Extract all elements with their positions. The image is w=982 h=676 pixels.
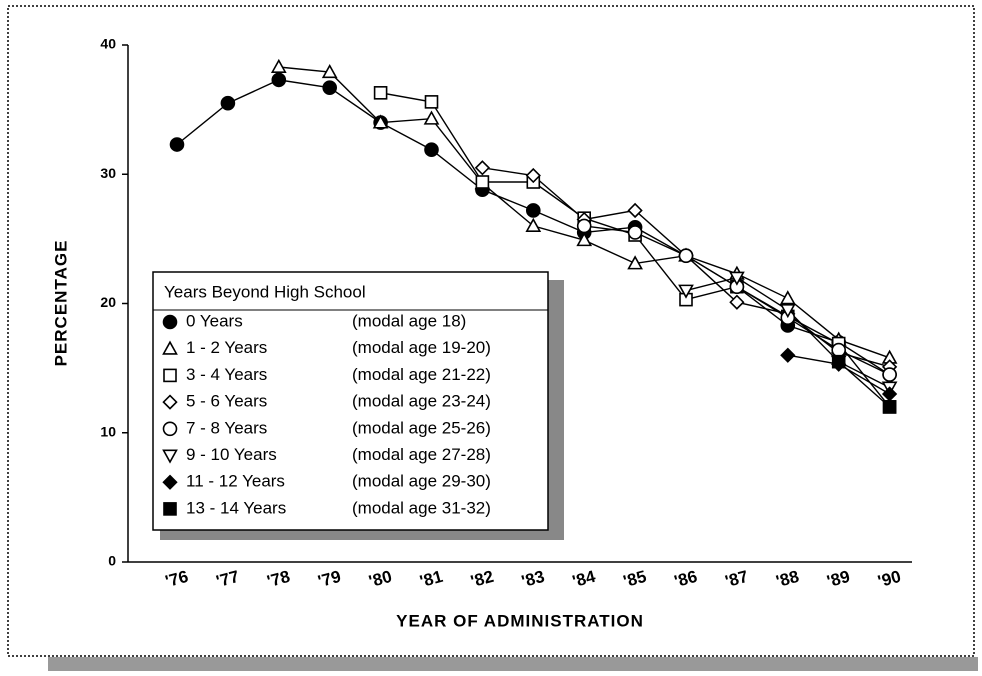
legend-symbol bbox=[162, 314, 178, 330]
legend-note: (modal age 23-24) bbox=[352, 392, 491, 411]
point bbox=[831, 354, 846, 369]
point bbox=[220, 95, 236, 111]
point bbox=[474, 160, 491, 176]
point bbox=[372, 114, 389, 129]
point bbox=[882, 400, 897, 414]
point bbox=[627, 255, 643, 270]
x-tick-label: '76 bbox=[163, 567, 190, 591]
x-tick-label: '87 bbox=[723, 567, 750, 591]
y-tick-label: 10 bbox=[100, 423, 116, 439]
point bbox=[779, 290, 796, 305]
legend-note: (modal age 27-28) bbox=[352, 445, 491, 464]
x-tick-label: '80 bbox=[367, 567, 394, 591]
y-tick-label: 0 bbox=[108, 553, 116, 569]
legend-note: (modal age 31-32) bbox=[352, 498, 491, 517]
legend-symbol bbox=[162, 394, 178, 410]
point bbox=[424, 142, 439, 157]
x-tick-label: '77 bbox=[214, 567, 241, 591]
point bbox=[779, 303, 796, 319]
x-tick-label: '86 bbox=[672, 567, 699, 591]
legend-symbol bbox=[162, 340, 178, 355]
point bbox=[271, 72, 287, 88]
legend-note: (modal age 25-26) bbox=[352, 418, 491, 437]
legend-symbol bbox=[162, 474, 178, 490]
point bbox=[423, 110, 440, 125]
x-tick-label: '88 bbox=[774, 567, 801, 591]
legend-note: (modal age 29-30) bbox=[352, 472, 491, 491]
legend-box bbox=[152, 271, 549, 531]
point bbox=[525, 217, 542, 232]
legend-label: 11 - 12 Years bbox=[186, 472, 285, 491]
x-tick-label: '84 bbox=[570, 567, 598, 591]
x-tick-label: '89 bbox=[825, 567, 852, 591]
legend-title: Years Beyond High School bbox=[164, 282, 366, 301]
point bbox=[881, 386, 898, 402]
x-axis-title: YEAR OF ADMINISTRATION bbox=[396, 611, 644, 630]
legend-label: 9 - 10 Years bbox=[186, 445, 277, 464]
legend-label: 1 - 2 Years bbox=[186, 338, 267, 357]
point bbox=[831, 342, 847, 358]
y-tick-label: 20 bbox=[100, 294, 116, 310]
legend: 0 Years (modal age 18) 1 - 2 Years (modal a… bbox=[162, 311, 491, 517]
y-axis-title: PERCENTAGE bbox=[51, 240, 70, 367]
legend-note: (modal age 18) bbox=[352, 311, 466, 330]
legend-note: (modal age 21-22) bbox=[352, 365, 491, 384]
legend-label: 7 - 8 Years bbox=[186, 418, 267, 437]
legend-label: 5 - 6 Years bbox=[186, 392, 267, 411]
point bbox=[270, 58, 287, 73]
point bbox=[882, 367, 897, 382]
point bbox=[627, 225, 643, 240]
x-tick-label: '85 bbox=[621, 567, 648, 591]
point bbox=[525, 203, 541, 218]
legend-symbol bbox=[162, 449, 178, 464]
point bbox=[576, 218, 592, 234]
x-tick-label: '90 bbox=[876, 567, 903, 591]
point bbox=[678, 284, 694, 299]
point bbox=[678, 248, 694, 263]
series-line bbox=[838, 361, 891, 408]
point bbox=[169, 137, 185, 152]
x-tick-label: '82 bbox=[469, 567, 496, 591]
x-tick-label: '83 bbox=[519, 567, 546, 591]
x-tick-label: '79 bbox=[316, 567, 343, 591]
frame-shadow bbox=[48, 657, 978, 671]
point bbox=[322, 80, 338, 95]
x-tick-label: '78 bbox=[265, 567, 292, 591]
point bbox=[475, 175, 490, 189]
legend-symbol bbox=[162, 421, 178, 437]
y-tick-label: 30 bbox=[100, 165, 116, 181]
x-tick-label: '81 bbox=[418, 567, 445, 591]
point bbox=[780, 347, 796, 363]
point bbox=[373, 86, 388, 100]
legend-label: 0 Years bbox=[186, 311, 243, 330]
legend-note: (modal age 19-20) bbox=[352, 338, 491, 357]
plot-area bbox=[169, 58, 898, 414]
legend-label: 13 - 14 Years bbox=[186, 498, 286, 517]
point bbox=[525, 167, 541, 184]
point bbox=[321, 63, 338, 79]
legend-label: 3 - 4 Years bbox=[186, 365, 267, 384]
point bbox=[424, 95, 439, 109]
y-tick-label: 40 bbox=[100, 36, 116, 52]
point bbox=[627, 202, 643, 219]
point bbox=[729, 294, 745, 310]
point bbox=[576, 232, 593, 247]
point bbox=[729, 271, 745, 286]
legend-symbol bbox=[163, 368, 177, 383]
legend-symbol bbox=[163, 502, 177, 516]
